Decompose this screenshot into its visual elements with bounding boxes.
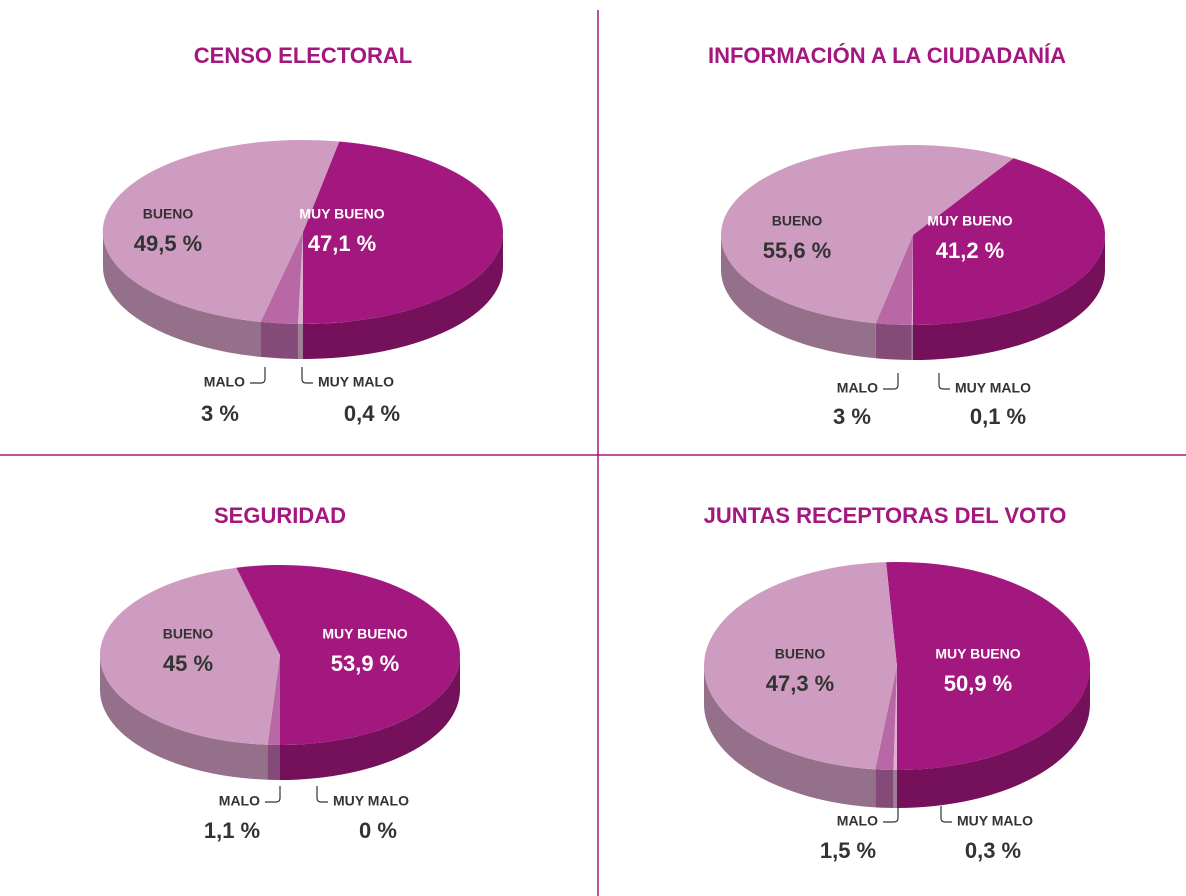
slice-side [875,323,912,360]
slice [913,158,1105,325]
category-label: MUY MALO [318,374,394,390]
category-label: BUENO [143,206,194,222]
leader-line [301,367,313,384]
slice [297,232,303,324]
slice [703,562,897,770]
slice [236,565,461,745]
slice [260,232,303,324]
slice [102,139,340,322]
category-label: MUY MALO [955,380,1031,396]
chart-title: JUNTAS RECEPTORAS DEL VOTO [704,503,1067,528]
slice [99,567,280,745]
value-label: 55,6 % [763,238,832,263]
value-label: 1,5 % [820,838,876,863]
value-label: 49,5 % [134,231,203,256]
leader-line [250,367,266,384]
value-label: 47,1 % [308,231,377,256]
category-label: MALO [219,793,260,809]
slice-side [893,769,897,808]
value-label: 0,4 % [344,401,400,426]
category-label: MUY BUENO [322,626,407,642]
value-label: 3 % [201,401,239,426]
slice-side [297,323,303,359]
category-label: MUY BUENO [935,646,1020,662]
category-label: MUY MALO [333,793,409,809]
leader-line [316,786,328,803]
leader-line [938,373,950,390]
slice-side [100,655,268,780]
slice [267,655,280,745]
slice-side [103,232,261,357]
value-label: 45 % [163,651,213,676]
category-label: MALO [837,813,878,829]
value-label: 0,1 % [970,404,1026,429]
category-label: BUENO [772,213,823,229]
leader-line [940,806,952,823]
category-label: MUY MALO [957,813,1033,829]
slice-side [703,666,876,808]
category-label: MALO [204,374,245,390]
chart-title: CENSO ELECTORAL [194,43,412,68]
leader-line [883,806,899,823]
value-label: 0 % [359,818,397,843]
leader-line [883,373,899,390]
chart-title: INFORMACIÓN A LA CIUDADANÍA [708,43,1066,68]
slice-side [303,232,503,359]
chart-title: SEGURIDAD [214,503,346,528]
category-label: BUENO [775,646,826,662]
slice [720,144,1014,324]
slice-side [280,655,460,780]
leader-line [265,786,281,803]
slice [303,141,504,324]
value-label: 47,3 % [766,671,835,696]
slice-side [260,321,298,359]
value-label: 53,9 % [331,651,400,676]
category-label: BUENO [163,626,214,642]
slice [875,235,913,325]
slice-side [875,769,894,808]
slice-side [267,744,280,780]
value-label: 3 % [833,404,871,429]
value-label: 1,1 % [204,818,260,843]
category-label: MUY BUENO [927,213,1012,229]
value-label: 50,9 % [944,671,1013,696]
value-label: 41,2 % [936,238,1005,263]
category-label: MUY BUENO [299,206,384,222]
slice [893,666,897,770]
slice-side [913,235,1105,360]
value-label: 0,3 % [965,838,1021,863]
slice [911,235,913,326]
slice-side [897,666,1090,808]
slice-side [721,235,876,359]
slice [875,666,897,770]
category-label: MALO [837,380,878,396]
slice-side [911,325,913,361]
slice [886,562,1091,770]
